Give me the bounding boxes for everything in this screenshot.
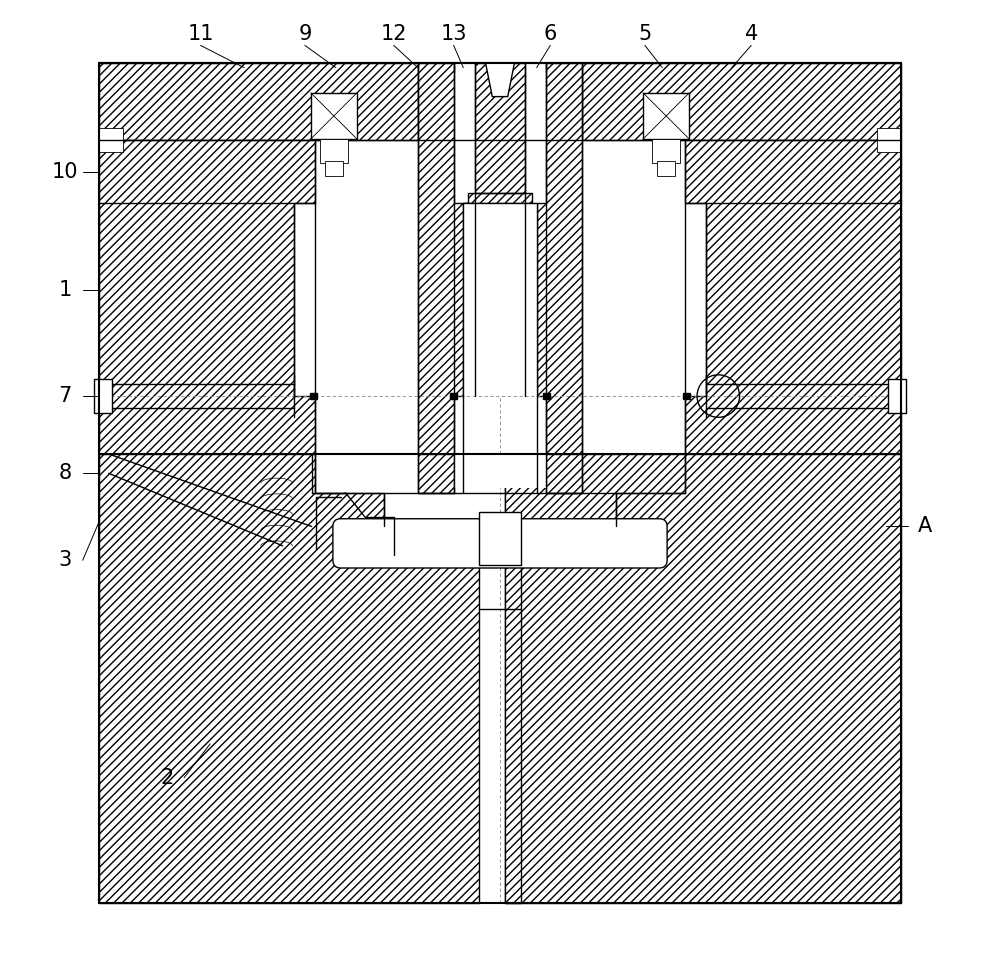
Bar xyxy=(450,392,457,400)
FancyBboxPatch shape xyxy=(333,519,667,568)
Bar xyxy=(99,128,123,152)
Polygon shape xyxy=(505,454,901,903)
Polygon shape xyxy=(582,63,901,140)
Polygon shape xyxy=(505,454,685,903)
Text: 1: 1 xyxy=(59,280,72,299)
Bar xyxy=(643,93,689,139)
Bar xyxy=(99,63,901,903)
Bar xyxy=(310,392,317,400)
Bar xyxy=(543,392,550,400)
Text: 9: 9 xyxy=(298,24,312,43)
Text: 10: 10 xyxy=(52,162,79,182)
Bar xyxy=(94,379,112,413)
Bar xyxy=(325,161,343,176)
Bar xyxy=(479,512,521,565)
Polygon shape xyxy=(537,63,582,454)
Bar xyxy=(320,139,348,163)
Text: 7: 7 xyxy=(59,386,72,406)
Bar xyxy=(652,139,680,163)
Bar xyxy=(683,392,690,400)
Polygon shape xyxy=(418,454,454,493)
Polygon shape xyxy=(546,454,582,493)
Text: 4: 4 xyxy=(745,24,758,43)
Text: 5: 5 xyxy=(638,24,652,43)
Text: 8: 8 xyxy=(59,464,72,483)
Text: 3: 3 xyxy=(59,551,72,570)
Text: 13: 13 xyxy=(440,24,467,43)
Text: 6: 6 xyxy=(544,24,557,43)
Bar xyxy=(877,128,901,152)
Bar xyxy=(311,93,357,139)
Polygon shape xyxy=(99,63,418,140)
Bar xyxy=(657,161,675,176)
Polygon shape xyxy=(463,63,532,203)
Bar xyxy=(888,379,906,413)
Bar xyxy=(463,203,537,396)
Polygon shape xyxy=(486,63,514,97)
Polygon shape xyxy=(99,140,315,454)
Bar xyxy=(418,454,454,493)
Bar xyxy=(454,454,546,488)
Text: A: A xyxy=(918,517,932,536)
Text: 2: 2 xyxy=(160,768,173,787)
Polygon shape xyxy=(99,454,479,903)
Text: 11: 11 xyxy=(187,24,214,43)
Polygon shape xyxy=(685,140,901,454)
Text: 12: 12 xyxy=(380,24,407,43)
Polygon shape xyxy=(418,63,463,454)
Bar xyxy=(546,454,582,493)
